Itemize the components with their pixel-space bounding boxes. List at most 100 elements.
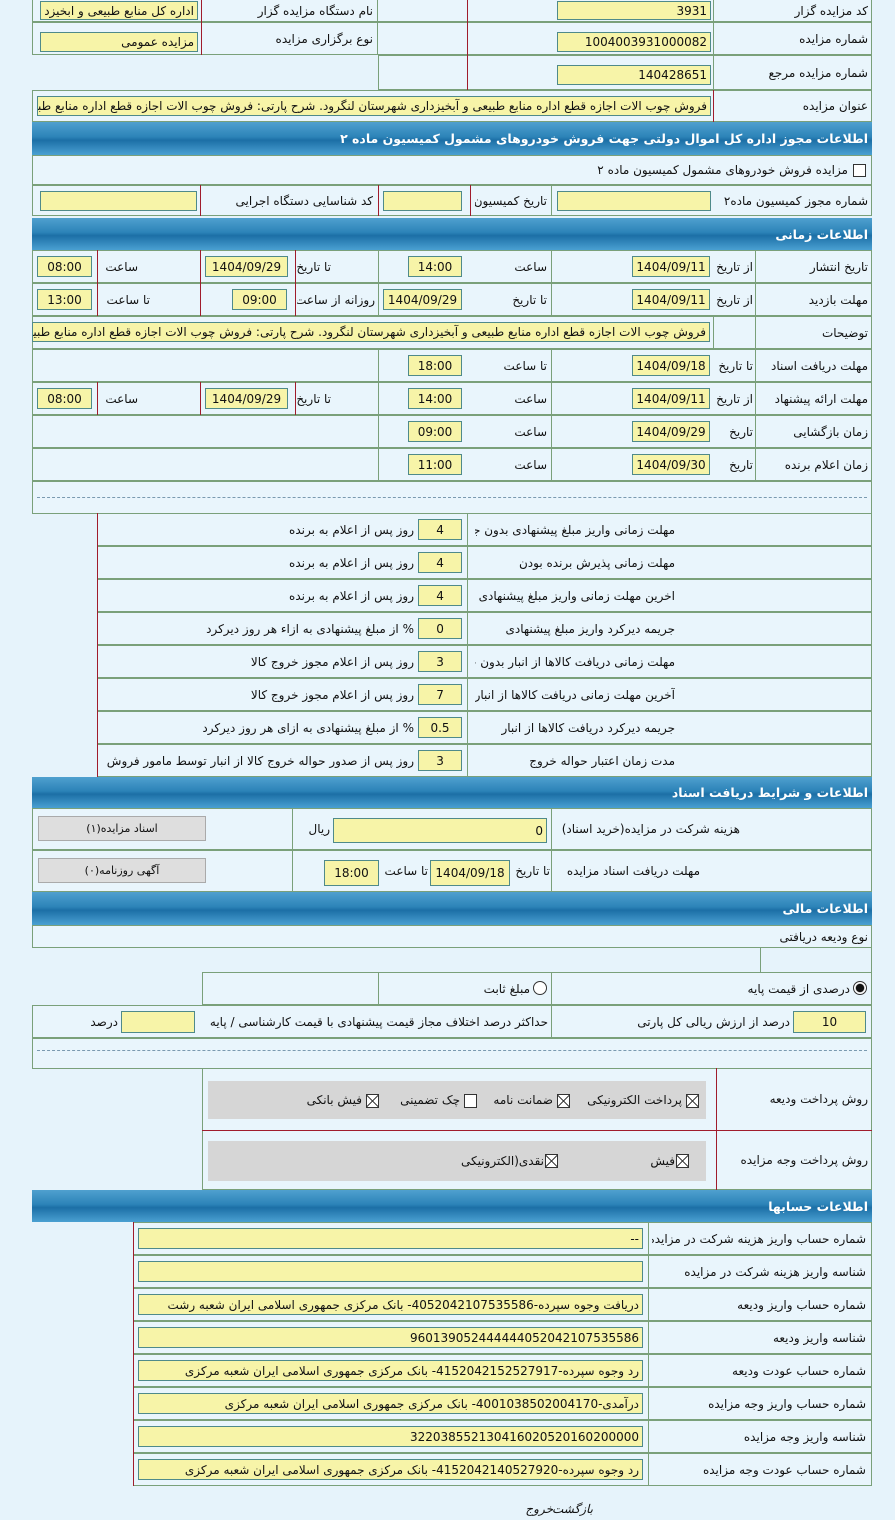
- auction-docs-button[interactable]: اسناد مزایده(۱): [38, 816, 206, 841]
- deposit-method-checkbox[interactable]: [464, 1094, 477, 1108]
- column-divider: [133, 1255, 134, 1288]
- payment-method-checkbox[interactable]: [545, 1154, 558, 1168]
- spacer-cell: [760, 948, 872, 973]
- spacer-row: [32, 1038, 872, 1069]
- column-divider: [467, 0, 468, 90]
- column-divider: [551, 185, 552, 216]
- condition-suffix: روز پس از اعلام به برنده: [289, 555, 414, 570]
- deposit-method-checkbox[interactable]: [557, 1094, 570, 1108]
- condition-value: 0.5: [418, 717, 462, 738]
- time-row: [32, 349, 872, 382]
- column-divider: [133, 1354, 134, 1387]
- condition-label: مهلت زمانی دریافت کالاها از انبار بدون ج…: [475, 654, 675, 669]
- field-label: مهلت ارائه پیشنهاد: [774, 391, 868, 406]
- field-label: تا تاریخ: [296, 391, 331, 406]
- account-value: درآمدی-4001038502004170- بانک مرکزی جمهو…: [138, 1393, 643, 1414]
- field-label: تا تاریخ: [512, 292, 547, 307]
- column-divider: [201, 0, 202, 55]
- column-divider: [648, 1288, 649, 1321]
- field-label: شماره مزایده مرجع: [768, 65, 868, 80]
- condition-row: [97, 612, 872, 645]
- column-divider: [378, 448, 379, 481]
- deposit-method-checkbox[interactable]: [366, 1094, 379, 1108]
- field-label: مهلت بازدید: [808, 292, 868, 307]
- account-label: شماره حساب واریز وجه مزایده: [708, 1396, 866, 1411]
- back-link[interactable]: بازگشت: [553, 1502, 593, 1516]
- field-label: تاریخ: [729, 457, 753, 472]
- column-divider: [755, 349, 756, 382]
- date-field: 1404/09/11: [632, 256, 710, 277]
- field-label: کد مزایده گزار: [794, 4, 868, 18]
- percent-radio[interactable]: [853, 981, 867, 995]
- commission-checkbox[interactable]: [853, 164, 866, 177]
- column-divider: [648, 1387, 649, 1420]
- fixed-amount-radio[interactable]: [533, 981, 547, 995]
- column-divider: [200, 382, 201, 415]
- payment-method-checkbox[interactable]: [676, 1154, 689, 1168]
- condition-row: [97, 711, 872, 744]
- condition-row: [97, 678, 872, 711]
- section-header-time: اطلاعات زمانی: [32, 218, 872, 250]
- condition-suffix: روز پس از اعلام به برنده: [289, 588, 414, 603]
- column-divider: [295, 250, 296, 283]
- field-label: درصدی از قیمت پایه: [747, 981, 850, 996]
- condition-suffix: % از مبلغ پیشنهادی به ازاء هر روز دیرکرد: [206, 621, 414, 636]
- column-divider: [97, 645, 98, 678]
- doc-deadline-date: 1404/09/18: [430, 860, 510, 886]
- field-label: زمان اعلام برنده: [784, 457, 868, 472]
- date-field: 1404/09/18: [632, 355, 710, 376]
- field-label: شماره مجوز کمیسیون ماده۲: [723, 193, 868, 208]
- auctioneer-name-field: اداره کل منابع طبیعی و ابخیزد: [40, 1, 198, 20]
- time-field: 14:00: [408, 388, 462, 409]
- newspaper-ad-button[interactable]: آگهی روزنامه(۰): [38, 858, 206, 883]
- column-divider: [295, 382, 296, 415]
- time-field: 14:00: [408, 256, 462, 277]
- field-label: زمان بازگشایی: [793, 424, 868, 439]
- column-divider: [378, 349, 379, 382]
- field-label: حداکثر درصد اختلاف مجاز قیمت پیشنهادی با…: [209, 1014, 548, 1029]
- condition-row: [97, 645, 872, 678]
- deposit-method-checkbox[interactable]: [686, 1094, 699, 1108]
- doc-deadline-time: 18:00: [324, 860, 379, 886]
- field-label: نام دستگاه مزایده گزار: [257, 4, 373, 18]
- field-label: کد شناسایی دستگاه اجرایی: [235, 193, 373, 208]
- time-field: 08:00: [37, 256, 92, 277]
- exit-link[interactable]: خروج: [525, 1502, 553, 1516]
- column-divider: [133, 1288, 134, 1321]
- condition-suffix: روز پس از اعلام به برنده: [289, 522, 414, 537]
- field-label: ساعت: [105, 391, 138, 406]
- column-divider: [648, 1321, 649, 1354]
- date-field: 1404/09/29: [383, 289, 462, 310]
- condition-row: [97, 744, 872, 777]
- section-header-accounts: اطلاعات حسابها: [32, 1190, 872, 1222]
- agency-id-field: [40, 191, 197, 211]
- dotted-divider: [37, 497, 867, 498]
- column-divider: [467, 513, 468, 546]
- column-divider: [97, 579, 98, 612]
- row-divider: [202, 1130, 872, 1131]
- ref-number-field: 140428651: [557, 65, 711, 85]
- column-divider: [133, 1321, 134, 1354]
- account-label: شناسه واریز ودیعه: [772, 1330, 866, 1345]
- date-field: 1404/09/29: [205, 256, 288, 277]
- column-divider: [551, 415, 552, 448]
- date-field: 1404/09/29: [205, 388, 288, 409]
- column-divider: [292, 808, 293, 892]
- account-value: رد وجوه سپرده-4152042140527920- بانک مرک…: [138, 1459, 643, 1480]
- column-divider: [133, 1453, 134, 1486]
- form-row: [202, 972, 872, 1005]
- column-divider: [551, 972, 552, 1005]
- column-divider: [200, 283, 201, 316]
- column-divider: [713, 90, 714, 122]
- time-field: 09:00: [408, 421, 462, 442]
- condition-label: جریمه دیرکرد دریافت کالاها از انبار: [501, 720, 675, 735]
- field-label: نوع برگزاری مزایده: [275, 31, 373, 46]
- column-divider: [713, 316, 714, 349]
- field-label: از تاریخ: [716, 391, 753, 406]
- condition-label: جریمه دیرکرد واریز مبلغ پیشنهادی: [505, 621, 676, 636]
- section-header-permit: اطلاعات مجوز اداره کل اموال دولتی جهت فر…: [32, 122, 872, 155]
- column-divider: [378, 283, 379, 316]
- account-label: شماره حساب واریز هزینه شرکت در مزایده: [652, 1231, 866, 1246]
- field-label: درصد: [90, 1014, 118, 1029]
- account-value: رد وجوه سپرده-4152042152527917- بانک مرک…: [138, 1360, 643, 1381]
